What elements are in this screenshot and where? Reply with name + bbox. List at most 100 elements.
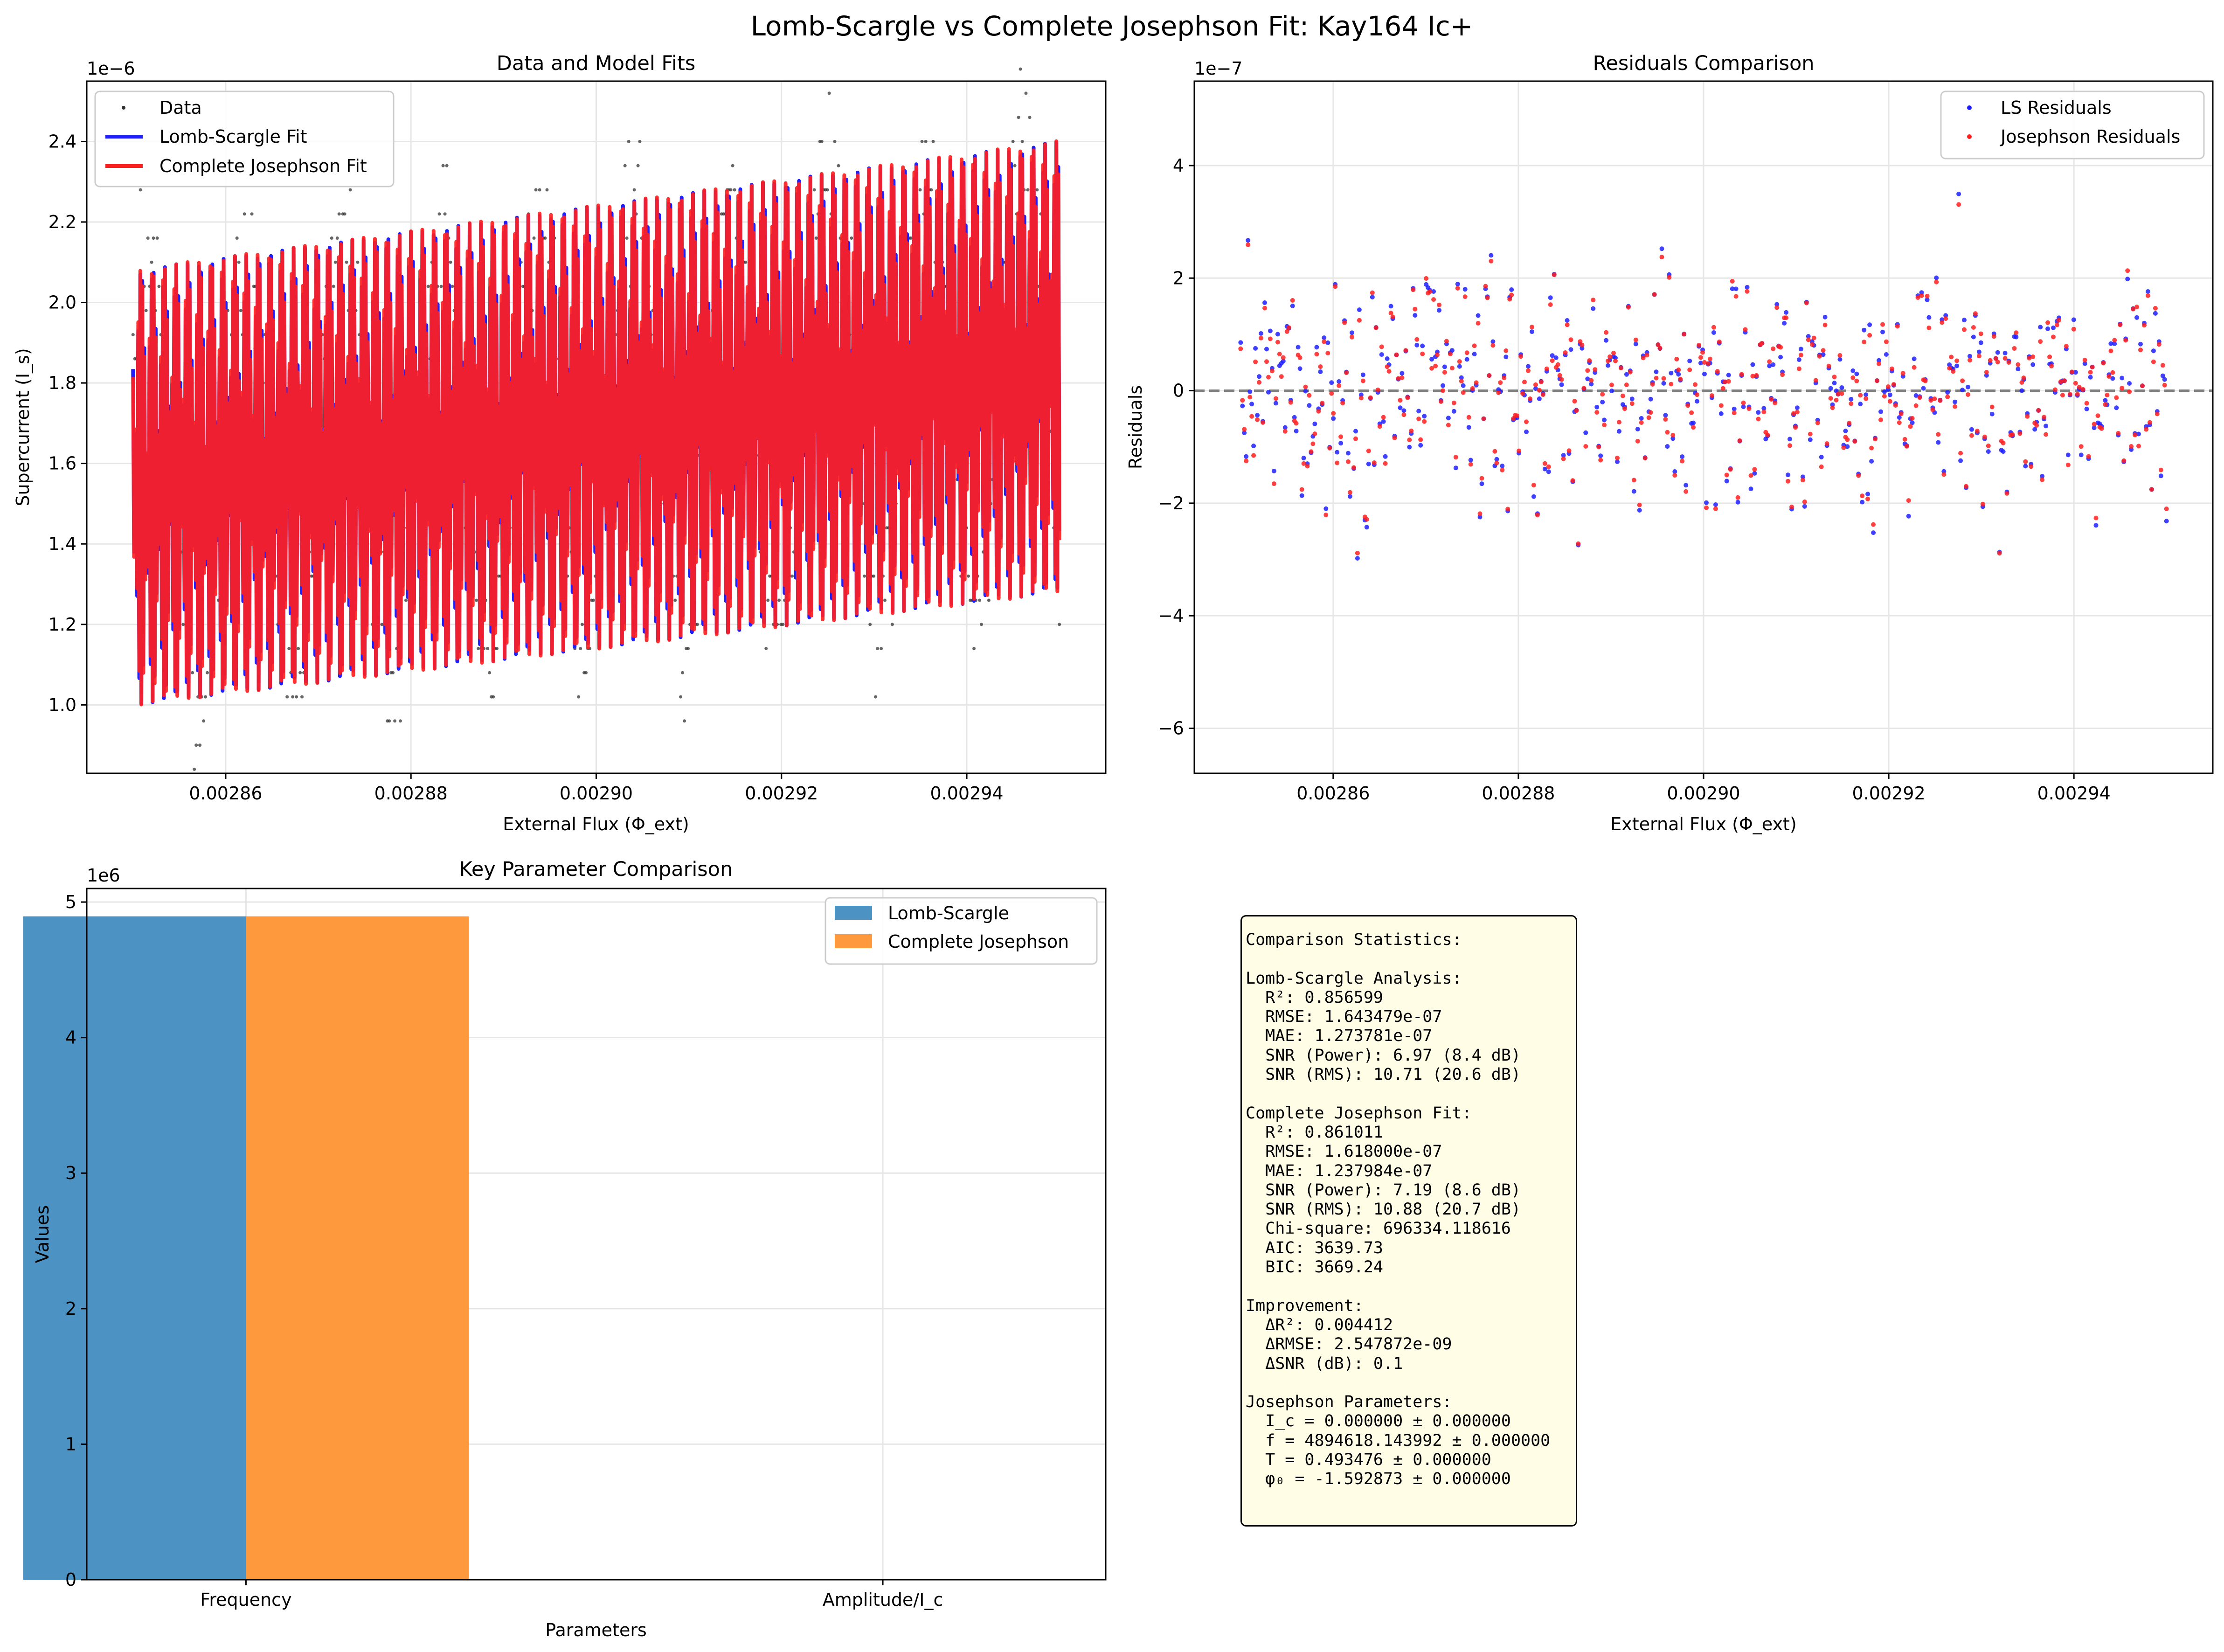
ls-residual-point [2019,388,2024,393]
ls-residual-point [2073,370,2078,375]
josephson-residual-point [1368,395,1373,400]
ls-residual-point [1752,471,1757,476]
ls-residual-point [1476,313,1481,318]
ls-residual-point [1385,356,1390,361]
ls-residual-point [1629,396,1635,402]
ls-residual-point [1843,429,1848,433]
josephson-residual-point [1618,366,1623,370]
josephson-residual-point [2060,393,2065,398]
josephson-residual-point [1522,380,1527,385]
josephson-residual-point [2025,414,2030,419]
josephson-residual-point [1730,279,1735,284]
ls-residual-point [1631,489,1636,494]
josephson-residual-point [1767,359,1772,364]
josephson-residual-point [2108,348,2113,354]
panel-params-legend: Lomb-Scargle Complete Josephson [824,897,1098,965]
ls-residual-point [1461,383,1466,388]
ls-residual-point [1669,370,1674,375]
data-point [297,647,300,650]
josephson-residual-point [2084,401,2089,406]
data-point [475,598,478,602]
josephson-residual-point [1809,342,1815,347]
ls-residual-point [2079,452,2084,458]
josephson-residual-point [1984,370,1989,375]
josephson-residual-point [1360,378,1365,383]
josephson-residual-point [1574,408,1579,413]
josephson-residual-point [1620,393,1625,398]
tick-label-x: 0.00290 [1667,783,1740,804]
josephson-residual-point [1756,416,1761,422]
josephson-residual-point [2030,354,2036,359]
josephson-residual-point [1932,396,1937,402]
legend-jos-label: Complete Josephson Fit [159,156,367,176]
josephson-residual-point [1366,448,1371,453]
ls-residual-point [1550,353,1555,358]
josephson-residual-point [1849,401,1854,406]
data-point [534,188,538,192]
josephson-residual-point [1470,386,1475,391]
josephson-residual-point [1279,374,1284,379]
josephson-residual-point [1398,398,1403,403]
josephson-residual-point [1533,382,1538,387]
data-point [744,260,748,264]
panel-residuals-legend: LS Residuals Josephson Residuals [1940,90,2205,160]
data-point [1011,139,1015,143]
josephson-residual-point [1915,295,1920,300]
josephson-residual-point [1507,297,1512,302]
data-point [333,260,337,264]
josephson-residual-point [1477,511,1483,516]
josephson-residual-point [1834,397,1839,403]
data-point [890,623,894,626]
josephson-residual-point [2142,323,2147,328]
ls-residual-point [1782,321,1787,326]
ls-residual-point [1934,275,1939,280]
josephson-residual-point [1674,357,1679,361]
josephson-residual-point [1390,314,1395,319]
josephson-residual-point [1633,337,1638,342]
josephson-residual-point [1808,431,1813,437]
josephson-residual-point [1350,334,1354,340]
legend-ls-residual-label: LS Residuals [2001,97,2112,118]
josephson-residual-point [1813,378,1818,383]
ls-residual-point [1446,416,1451,421]
josephson-residual-point [1949,354,1954,360]
josephson-residual-point [1264,359,1269,364]
josephson-residual-point [1453,455,1458,460]
josephson-residual-point [1240,398,1245,403]
josephson-residual-point [1889,366,1894,371]
josephson-residual-point [1392,436,1397,440]
data-point [131,333,135,337]
josephson-residual-point [1455,286,1460,291]
josephson-residual-point [1976,354,1982,359]
josephson-residual-point [1815,420,1820,425]
ls-residual-point [1413,313,1418,318]
ls-residual-point [1546,469,1551,474]
ls-residual-point [1273,401,1278,406]
ls-residual-point [1598,453,1603,458]
ls-residual-point [1331,416,1336,421]
ls-residual-point [1726,373,1731,378]
josephson-residual-point [2153,305,2158,311]
data-point [300,695,304,699]
josephson-residual-point [1928,398,1933,403]
josephson-residual-point [1639,420,1644,425]
comparison-statistics-box [1240,915,1577,1527]
josephson-residual-point [1333,284,1338,289]
data-point [204,695,208,699]
josephson-residual-point [1794,410,1800,415]
ls-residual-point [1442,364,1447,369]
josephson-residual-point [1860,493,1865,499]
data-point [477,647,480,650]
ls-residual-point [1748,486,1753,492]
ls-residual-point [1379,352,1384,357]
josephson-residual-point [1329,391,1334,396]
ls-residual-point [1882,389,1887,394]
ls-residual-point [2164,519,2169,524]
tick-label-x: Frequency [200,1590,291,1610]
data-point [287,647,291,650]
ls-residual-point [2145,289,2150,294]
stats-line: RMSE: 1.618000e-07 [1246,1142,1442,1161]
josephson-residual-point [1431,297,1436,302]
data-point [495,647,499,650]
josephson-residual-point [1316,409,1321,414]
